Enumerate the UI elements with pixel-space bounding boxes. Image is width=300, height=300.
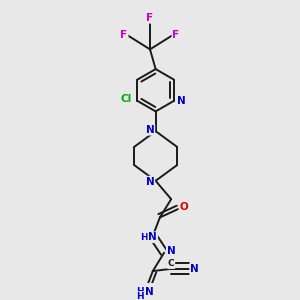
Text: F: F xyxy=(121,30,128,40)
Text: H: H xyxy=(140,233,148,242)
Text: C: C xyxy=(168,259,175,268)
Text: H: H xyxy=(136,292,144,300)
Text: F: F xyxy=(172,30,179,40)
Text: N: N xyxy=(145,287,154,297)
Text: N: N xyxy=(190,264,199,274)
Text: N: N xyxy=(146,125,154,135)
Text: Cl: Cl xyxy=(120,94,132,103)
Text: H: H xyxy=(136,287,144,296)
Text: O: O xyxy=(179,202,188,212)
Text: N: N xyxy=(148,232,157,242)
Text: N: N xyxy=(146,177,154,187)
Text: N: N xyxy=(177,96,185,106)
Text: F: F xyxy=(146,13,154,23)
Text: N: N xyxy=(167,246,176,256)
